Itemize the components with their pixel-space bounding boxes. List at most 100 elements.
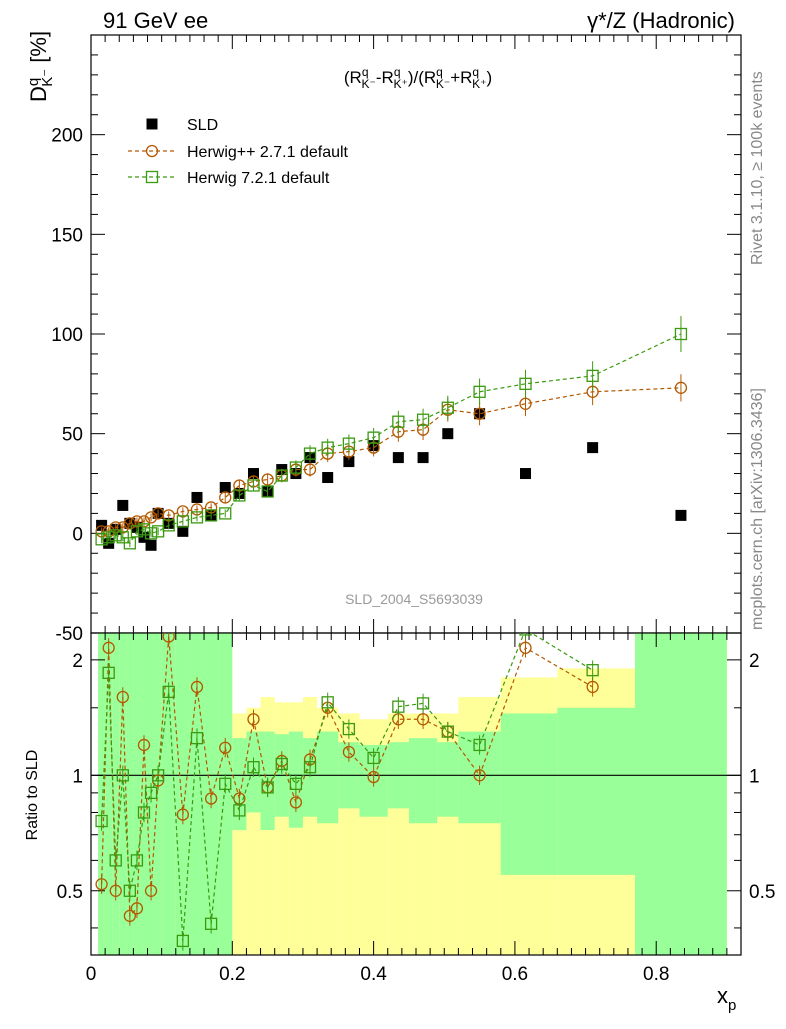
ratio-point xyxy=(95,878,108,891)
ratio-point xyxy=(441,725,454,738)
legend-label: Herwig 7.2.1 default xyxy=(187,170,330,187)
xtick-label: 0.2 xyxy=(219,964,245,985)
analysis-watermark: SLD_2004_S5693039 xyxy=(345,591,483,607)
ratio-point xyxy=(247,713,260,726)
ratio-point xyxy=(519,641,532,654)
ratio-ytick-label-right: 1 xyxy=(749,766,760,787)
xtick-label: 0.6 xyxy=(502,964,528,985)
ratio-point xyxy=(416,697,430,710)
main-point xyxy=(473,407,486,420)
main-point xyxy=(587,442,599,454)
ratio-point xyxy=(151,769,165,782)
main-point xyxy=(130,525,144,538)
ratio-point xyxy=(473,738,486,752)
main-point xyxy=(674,327,688,341)
rivet-label: Rivet 3.1.10, ≥ 100k events xyxy=(749,71,766,265)
ratio-point xyxy=(123,884,137,897)
ratio-point xyxy=(247,761,260,774)
main-ytick-label: 150 xyxy=(51,225,83,246)
main-point xyxy=(144,511,158,524)
ratio-ytick-label-right: 0.5 xyxy=(749,882,775,903)
main-point xyxy=(177,525,189,537)
ratio-ytick-label: 1 xyxy=(72,766,83,787)
ratio-point xyxy=(162,633,175,643)
ratio-point xyxy=(321,696,334,709)
ratio-point xyxy=(137,806,151,819)
main-point xyxy=(102,531,115,544)
ratio-series-layer xyxy=(95,633,599,951)
ratio-point xyxy=(137,738,151,752)
ratio-point xyxy=(144,884,158,897)
main-point xyxy=(275,469,288,482)
mcplots-label: mcplots.cern.ch [arXiv:1306.3436] xyxy=(749,388,766,630)
ratio-ytick-label: 0.5 xyxy=(57,882,83,903)
ratio-point xyxy=(342,722,356,736)
ratio-point xyxy=(367,770,380,784)
main-point xyxy=(145,539,157,551)
ratio-point xyxy=(102,641,115,654)
ratio-band-inner xyxy=(112,633,120,955)
main-point xyxy=(123,517,137,530)
ratio-point xyxy=(176,934,189,948)
ratio-band-inner xyxy=(140,633,148,955)
main-point xyxy=(162,519,175,532)
ratio-ytick-label-right: 2 xyxy=(749,651,760,672)
ratio-point xyxy=(162,685,175,699)
ratio-band-inner xyxy=(218,633,233,955)
ratio-point xyxy=(190,680,204,694)
main-point xyxy=(392,452,404,464)
ratio-point xyxy=(519,633,532,636)
ratio-point xyxy=(342,745,356,759)
ratio-point xyxy=(289,777,303,791)
xtick-label: 0.8 xyxy=(643,964,669,985)
svg-text:DqK⁻ [%]: DqK⁻ [%] xyxy=(25,31,56,102)
legend-marker xyxy=(145,170,159,184)
x-axis-label: xp xyxy=(717,983,736,1014)
main-point xyxy=(441,401,454,414)
ratio-plot-area: 0.5 0.5 1 1 2 2 0 0.2 0.4 0.6 0.8 xyxy=(57,632,775,985)
ratio-point xyxy=(130,902,144,915)
main-point xyxy=(130,515,144,528)
svg-text:(RqK⁻-RqK⁺)/(RqK⁻+RqK⁺): (Rq K⁻-Rq K⁺)/(Rq K⁻+Rq K⁺) xyxy=(344,65,492,91)
main-point xyxy=(176,505,189,518)
main-point xyxy=(367,431,380,444)
ratio-point xyxy=(109,884,122,897)
main-point xyxy=(342,437,356,450)
main-point xyxy=(261,485,274,498)
ratio-band-inner xyxy=(232,738,247,831)
main-point xyxy=(117,499,129,511)
header-right: γ*/Z (Hadronic) xyxy=(587,8,735,33)
ratio-band-inner xyxy=(408,738,438,824)
main-series-line xyxy=(101,333,682,545)
main-point xyxy=(519,397,532,410)
svg-text:xp: xp xyxy=(717,983,736,1014)
main-point xyxy=(95,533,108,546)
xtick-label: 0.4 xyxy=(360,964,387,985)
ratio-point xyxy=(144,786,158,800)
ratio-point xyxy=(392,700,405,713)
ratio-band-inner xyxy=(161,633,176,955)
ratio-band-inner xyxy=(133,633,141,955)
ratio-uncertainty-bands xyxy=(98,633,727,955)
main-point xyxy=(322,472,334,484)
legend-marker xyxy=(146,118,158,130)
main-point xyxy=(303,447,317,460)
ratio-band-inner xyxy=(98,633,106,955)
ratio-point xyxy=(219,777,232,791)
ratio-band-inner xyxy=(557,707,636,875)
main-point xyxy=(586,369,599,383)
ratio-band-inner xyxy=(302,738,318,817)
main-point xyxy=(219,491,232,504)
ratio-point xyxy=(233,804,246,817)
main-ytick-label: -50 xyxy=(56,624,83,645)
legend-label: SLD xyxy=(187,117,218,134)
ratio-band-outer xyxy=(302,697,318,955)
ratio-point xyxy=(586,664,599,677)
ratio-point xyxy=(204,917,218,930)
main-ytick-label: 50 xyxy=(62,425,83,446)
ratio-point xyxy=(367,751,380,765)
main-point xyxy=(233,489,246,502)
legend: SLD Herwig++ 2.7.1 default Herwig 7.2.1 de… xyxy=(128,117,349,187)
ratio-ytick-label: 2 xyxy=(72,651,83,672)
